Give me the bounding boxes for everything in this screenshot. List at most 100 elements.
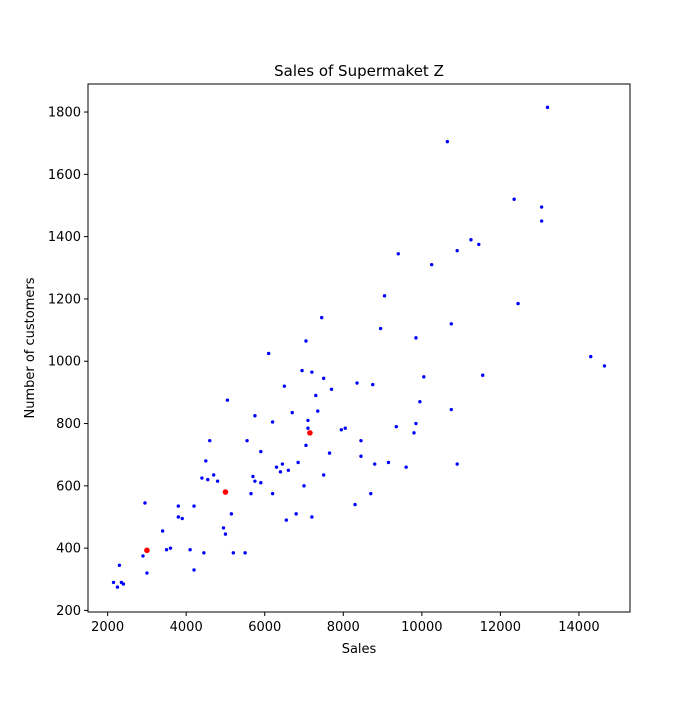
data-point — [225, 398, 230, 402]
data-point — [274, 465, 279, 469]
y-tick-label: 200 — [56, 604, 81, 619]
data-point — [314, 393, 318, 398]
data-point — [545, 105, 550, 110]
data-point — [270, 491, 275, 496]
data-point — [253, 479, 257, 483]
data-point — [111, 580, 116, 585]
data-point — [316, 409, 320, 413]
data-point — [192, 504, 196, 508]
data-point — [141, 554, 145, 558]
data-point — [369, 491, 373, 496]
data-point — [449, 322, 453, 326]
data-point — [310, 515, 314, 519]
data-point — [449, 407, 453, 412]
highlighted-point — [222, 489, 229, 495]
data-point — [422, 375, 426, 379]
data-point — [117, 563, 122, 567]
data-point — [539, 219, 544, 223]
data-point — [359, 438, 363, 443]
data-point — [249, 491, 253, 496]
data-point — [223, 532, 228, 536]
data-point — [259, 481, 263, 485]
data-point — [359, 454, 363, 458]
data-point — [343, 426, 347, 430]
data-point — [304, 339, 308, 343]
data-point — [208, 438, 212, 443]
data-point — [512, 197, 516, 201]
highlighted-point — [144, 547, 150, 554]
data-point — [160, 529, 165, 533]
data-point — [414, 421, 418, 426]
y-tick-label: 1400 — [48, 230, 81, 245]
data-point — [253, 414, 257, 418]
data-point — [290, 410, 294, 415]
y-tick-label: 1800 — [48, 106, 81, 121]
data-point — [168, 546, 173, 550]
data-point — [282, 384, 287, 388]
data-point — [304, 443, 308, 448]
data-point — [373, 462, 377, 466]
data-point — [327, 451, 332, 455]
data-point — [321, 473, 326, 477]
data-point — [266, 351, 271, 356]
y-tick-label: 1000 — [48, 355, 81, 370]
data-point — [280, 462, 285, 466]
data-point — [221, 526, 226, 530]
data-point — [278, 470, 283, 474]
x-tick-label: 8000 — [327, 620, 360, 635]
data-point — [115, 585, 120, 589]
data-point — [589, 354, 593, 359]
data-point — [180, 516, 184, 521]
data-point — [539, 205, 544, 209]
data-point — [121, 582, 126, 586]
data-point — [206, 477, 210, 482]
y-tick-label: 400 — [56, 542, 81, 557]
data-point — [296, 460, 300, 465]
data-point — [412, 431, 416, 435]
plot-frame — [87, 83, 631, 613]
data-point — [396, 252, 400, 256]
data-point — [231, 551, 236, 555]
highlighted-point — [307, 430, 313, 436]
data-point — [477, 242, 481, 247]
data-point — [202, 551, 206, 555]
data-point — [200, 476, 204, 480]
data-point — [355, 381, 359, 385]
x-tick-label: 12000 — [480, 620, 521, 635]
data-point — [469, 238, 473, 242]
data-point — [215, 479, 220, 483]
chart-title: Sales of Supermaket Z — [274, 62, 444, 80]
y-tick-label: 1600 — [48, 168, 81, 183]
data-point — [404, 465, 408, 469]
data-points — [111, 105, 607, 589]
data-point — [143, 501, 147, 505]
axis-ticks: 2000 4000 6000 8000 10000 12000 14000 200 400 600… — [48, 106, 600, 635]
data-point — [310, 370, 314, 374]
data-point — [192, 568, 196, 572]
data-point — [243, 551, 247, 555]
data-point — [321, 376, 326, 381]
x-tick-label: 2000 — [91, 620, 124, 635]
x-tick-label: 10000 — [401, 620, 442, 635]
x-tick-label: 6000 — [248, 620, 281, 635]
data-point — [176, 515, 181, 519]
data-point — [371, 382, 375, 387]
data-point — [251, 474, 255, 479]
data-point — [418, 400, 422, 404]
y-tick-label: 600 — [56, 479, 81, 494]
y-tick-label: 800 — [56, 417, 81, 432]
data-point — [229, 512, 234, 516]
data-point — [455, 248, 459, 253]
data-point — [270, 420, 275, 424]
data-point — [176, 504, 181, 508]
data-point — [284, 518, 289, 522]
data-point — [339, 428, 344, 432]
data-point — [414, 336, 418, 340]
data-point — [382, 294, 387, 298]
data-point — [319, 315, 324, 320]
data-point — [204, 459, 208, 463]
y-tick-label: 1200 — [48, 292, 81, 307]
x-tick-label: 4000 — [170, 620, 203, 635]
